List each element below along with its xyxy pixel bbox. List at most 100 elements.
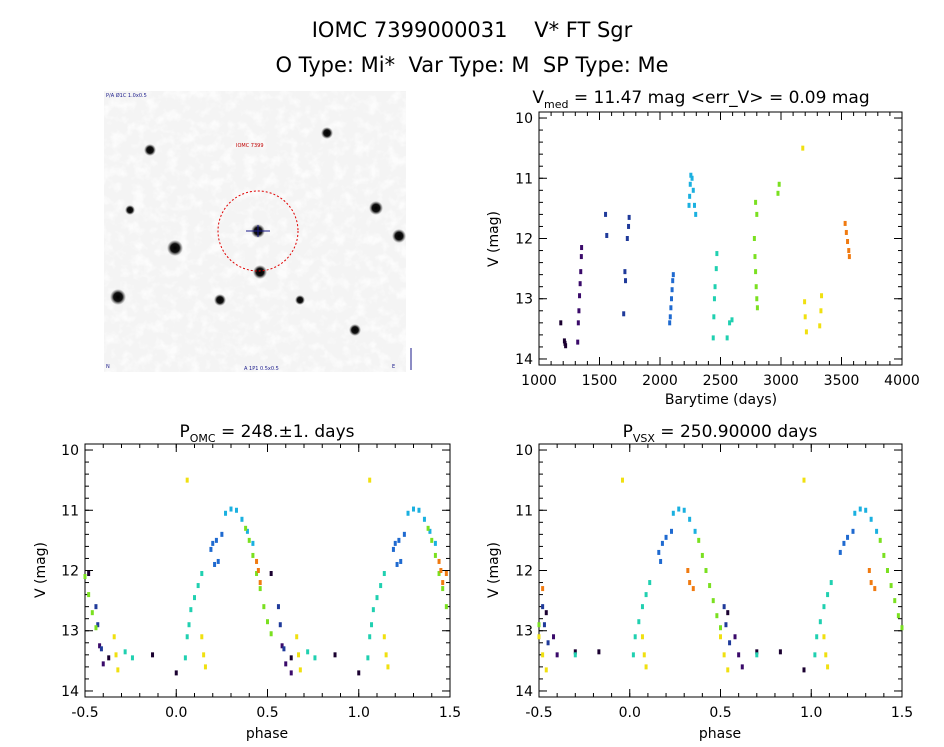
- phase_omc-point-s8: [185, 477, 189, 483]
- lightcurve-point-s7: [752, 236, 756, 241]
- phase_vsx-point-s6: [640, 604, 644, 610]
- phase_omc-point-s7: [247, 537, 251, 543]
- phase-vsx-title-sub: VSX: [633, 432, 656, 445]
- phase_vsx-point-s7: [708, 583, 712, 589]
- lightcurve-point-s7: [777, 181, 781, 187]
- phase_vsx-point-s8: [620, 477, 624, 483]
- phase_vsx-point-s4: [846, 534, 850, 540]
- phase_vsx-point-s7: [537, 622, 541, 628]
- lightcurve-point-s6: [711, 335, 715, 341]
- phase_vsx-point-s6: [829, 580, 833, 586]
- phase_omc-point-s7: [426, 525, 430, 531]
- phase_vsx-point-s6: [644, 592, 648, 598]
- phase_omc-point-s8: [298, 667, 302, 673]
- lightcurve-title-main: V: [532, 88, 544, 108]
- phase_vsx-point-s5: [677, 506, 681, 512]
- phase_omc-point-s5: [240, 516, 244, 522]
- phase_omc-point-s5: [428, 528, 432, 534]
- phase_vsx-point-s9: [686, 568, 690, 573]
- phase_omc-point-s3: [278, 622, 282, 628]
- phase_omc-point-s4: [391, 546, 395, 552]
- phase_omc-point-s5: [245, 528, 249, 534]
- phase_vsx-point-s6: [826, 592, 830, 598]
- phase_omc-point-s5: [433, 540, 437, 546]
- phase_omc-point-s7: [262, 604, 266, 610]
- lightcurve-point-s8: [820, 293, 824, 299]
- lightcurve-point-s7: [755, 211, 759, 217]
- lightcurve-ytick-label: 10: [515, 111, 533, 127]
- lightcurve-point-s2: [580, 245, 584, 251]
- phase_omc-point-s4: [395, 561, 399, 567]
- phase_vsx-point-s8: [719, 634, 722, 640]
- phase_vsx-point-s3: [724, 622, 728, 628]
- lightcurve-point-s6: [712, 314, 716, 320]
- phase_omc-point-s8: [368, 477, 372, 483]
- finder-star: [144, 144, 156, 156]
- phase_omc-point-s2: [280, 643, 284, 649]
- lightcurve-point-s2: [578, 281, 582, 287]
- phase_omc-point-s1: [107, 655, 111, 661]
- lightcurve-point-s5: [689, 172, 693, 178]
- phase-vsx-title-rest: = 250.90000 days: [655, 422, 818, 442]
- phase_omc-point-s6: [379, 583, 383, 589]
- lightcurve-point-s4: [670, 287, 674, 293]
- phase_omc-point-s7: [87, 592, 91, 598]
- phase_omc-point-s6: [196, 583, 200, 589]
- phase_vsx-point-s1: [755, 649, 759, 655]
- phase_omc-xtick-label: 1.5: [439, 705, 461, 721]
- lightcurve-point-s3: [605, 232, 609, 238]
- lightcurve-xtick-label: 2000: [642, 373, 678, 389]
- phase_omc-point-s6: [185, 634, 189, 640]
- phase_omc-point-s2: [289, 670, 293, 676]
- finder-star: [253, 265, 267, 279]
- phase_vsx-point-s4: [664, 534, 668, 540]
- lightcurve-point-s2: [577, 308, 581, 314]
- phase_omc-point-s9: [255, 558, 259, 564]
- lightcurve-point-s8: [804, 329, 808, 335]
- phase_omc-point-s5: [251, 540, 255, 546]
- lightcurve-ytick-label: 12: [515, 232, 533, 248]
- phase_vsx-point-s6: [633, 634, 637, 640]
- finder-chart: P/A Ø1C 1.0x0.5 IOMC 7399 A 1P1 0.5x0.5 …: [104, 91, 412, 372]
- finder-star: [214, 294, 226, 306]
- lightcurve-point-s5: [690, 175, 694, 181]
- lightcurve-point-s7: [755, 305, 759, 311]
- lightcurve-point-s6: [730, 317, 734, 323]
- phase_vsx-point-s7: [878, 537, 882, 543]
- phase_omc-point-s7: [441, 586, 445, 592]
- phase_omc-point-s1: [357, 670, 361, 676]
- lightcurve-point-s4: [668, 320, 672, 326]
- finder-star: [167, 240, 183, 256]
- phase_omc-point-s5: [229, 506, 233, 512]
- phase_vsx-point-s5: [858, 506, 862, 512]
- phase_omc-point-s6: [200, 571, 204, 577]
- phase_omc-point-s7: [266, 619, 269, 625]
- phase_omc-point-s7: [437, 571, 441, 577]
- lightcurve-point-s8: [818, 323, 822, 329]
- lightcurve-xtick-label: 1500: [582, 373, 618, 389]
- phase_omc-point-s4: [214, 537, 218, 543]
- phase_vsx-point-s6: [648, 580, 652, 586]
- finder-label-top-left: P/A Ø1C 1.0x0.5: [106, 92, 147, 99]
- lightcurve-xtick-label: 2500: [703, 373, 739, 389]
- lightcurve-point-s3: [627, 223, 631, 229]
- phase_omc-point-s8: [295, 634, 299, 640]
- finder-star: [349, 324, 361, 336]
- phase_vsx-xtick-label: 0.5: [709, 705, 731, 721]
- phase_omc-point-s9: [256, 568, 260, 573]
- phase_omc-point-s5: [224, 510, 228, 516]
- phase_omc-point-s7: [251, 552, 255, 558]
- lightcurve-point-s7: [753, 254, 757, 260]
- phase_omc-point-s7: [90, 610, 94, 616]
- phase_vsx-point-s4: [851, 528, 855, 534]
- phase_vsx-point-s3: [728, 640, 732, 646]
- phase-vsx-ylabel: V (mag): [486, 542, 502, 598]
- phase_vsx-xtick-label: 1.5: [891, 705, 913, 721]
- phase_vsx-point-s8: [640, 634, 644, 640]
- phase_omc-point-s9: [444, 571, 448, 577]
- phase_vsx-point-s8: [824, 652, 828, 658]
- lightcurve-point-s7: [754, 199, 758, 205]
- lightcurve-point-s3: [624, 278, 628, 284]
- phase_vsx-point-s1: [573, 649, 577, 655]
- figure-title-line2: O Type: Mi* Var Type: M SP Type: Me: [275, 53, 668, 77]
